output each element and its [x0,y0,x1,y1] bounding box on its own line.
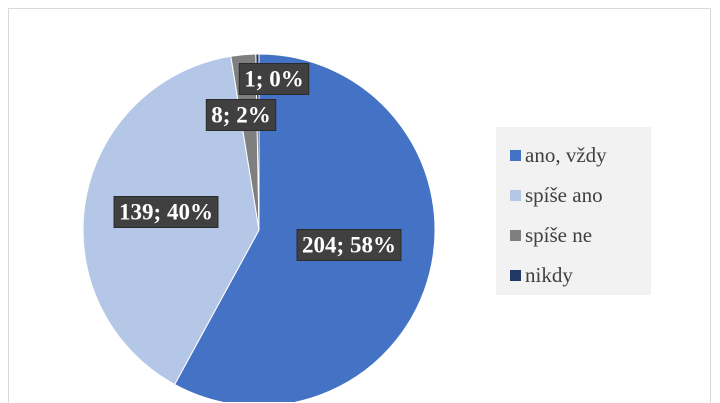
legend-item-spise-ne: spíše ne [510,215,651,255]
data-label-ano-vzdy: 204; 58% [296,229,402,261]
legend-swatch [510,269,521,281]
data-label-text: 1; 0% [244,67,303,92]
legend-swatch [510,229,521,241]
legend: ano, vždy spíše ano spíše ne nikdy [496,127,651,295]
data-label-nikdy: 1; 0% [238,63,310,95]
chart-area: 204; 58% 139; 40% 8; 2% 1; 0% ano, vždy spí… [8,8,711,403]
legend-item-ano-vzdy: ano, vždy [510,135,651,175]
legend-label: nikdy [525,262,573,287]
legend-item-spise-ano: spíše ano [510,175,651,215]
pie-chart: 204; 58% 139; 40% 8; 2% 1; 0% [82,53,436,402]
data-label-text: 8; 2% [211,103,270,128]
legend-label: spíše ne [525,222,593,247]
legend-item-nikdy: nikdy [510,255,651,295]
data-label-spise-ano: 139; 40% [113,196,219,228]
legend-label: ano, vždy [525,142,607,167]
data-label-box [296,229,402,261]
pie-slice-ano-vzdy [173,53,436,402]
data-label-spise-ne: 8; 2% [205,99,277,131]
data-label-box [113,196,219,228]
data-label-box [238,63,310,95]
pie-slice-nikdy [255,53,260,231]
data-label-text: 139; 40% [119,200,213,225]
data-label-box [205,99,277,131]
legend-label: spíše ano [525,182,603,207]
legend-swatch [510,149,521,161]
data-label-text: 204; 58% [302,233,396,258]
legend-swatch [510,189,521,201]
